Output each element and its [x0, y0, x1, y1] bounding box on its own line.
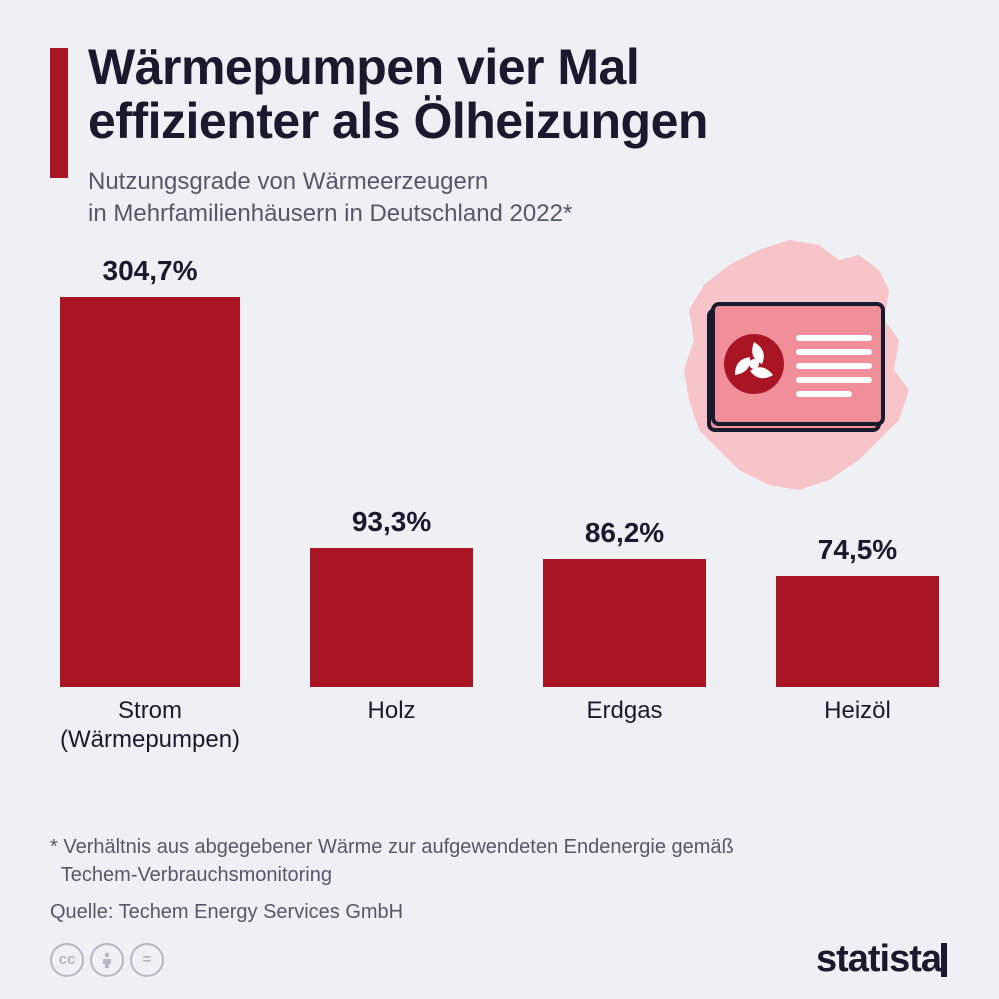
bar: [776, 576, 939, 687]
logo-text: statista: [816, 938, 941, 981]
cc-by-icon: [90, 943, 124, 977]
bar-value-label: 93,3%: [352, 506, 431, 538]
logo-bar-icon: [941, 943, 947, 977]
bar-category-label: Heizöl: [824, 697, 891, 755]
footer-row: cc = statista: [50, 938, 949, 981]
main-title: Wärmepumpen vier Mal effizienter als Ölh…: [88, 40, 949, 148]
bar: [310, 548, 473, 687]
cc-nd-icon: =: [130, 943, 164, 977]
bar-value-label: 86,2%: [585, 517, 664, 549]
bar-group: 74,5% Heizöl: [776, 255, 939, 755]
bar-category-label: Holz: [368, 697, 416, 755]
title-line-1: Wärmepumpen vier Mal: [88, 39, 639, 95]
bar-group: 93,3% Holz: [310, 255, 473, 755]
bar-category-label: Strom(Wärmepumpen): [60, 697, 240, 755]
subtitle-line-2: in Mehrfamilienhäusern in Deutschland 20…: [88, 200, 572, 227]
bar-category-label: Erdgas: [587, 697, 663, 755]
bar-value-label: 304,7%: [103, 255, 198, 287]
cc-license-icons: cc =: [50, 943, 164, 977]
title-line-2: effizienter als Ölheizungen: [88, 93, 708, 149]
source-line: Quelle: Techem Energy Services GmbH: [50, 901, 403, 924]
statista-logo: statista: [816, 938, 949, 981]
bar: [543, 559, 706, 688]
bar-group: 86,2% Erdgas: [543, 255, 706, 755]
title-block: Wärmepumpen vier Mal effizienter als Ölh…: [88, 40, 949, 231]
cc-icon: cc: [50, 943, 84, 977]
bar-chart: 304,7% Strom(Wärmepumpen) 93,3% Holz 86,2% E…: [50, 255, 949, 795]
footnote-line-1: * Verhältnis aus abgegebener Wärme zur a…: [50, 836, 734, 858]
footnote: * Verhältnis aus abgegebener Wärme zur a…: [50, 833, 949, 889]
subtitle: Nutzungsgrade von Wärmeerzeugern in Mehr…: [88, 166, 949, 231]
bar-value-label: 74,5%: [818, 534, 897, 566]
footnote-line-2: Techem-Verbrauchsmonitoring: [50, 864, 332, 886]
bar: [60, 297, 240, 687]
subtitle-line-1: Nutzungsgrade von Wärmeerzeugern: [88, 168, 488, 195]
infographic-container: Wärmepumpen vier Mal effizienter als Ölh…: [0, 0, 999, 999]
bar-group: 304,7% Strom(Wärmepumpen): [60, 255, 240, 755]
title-accent-bar: [50, 48, 68, 178]
